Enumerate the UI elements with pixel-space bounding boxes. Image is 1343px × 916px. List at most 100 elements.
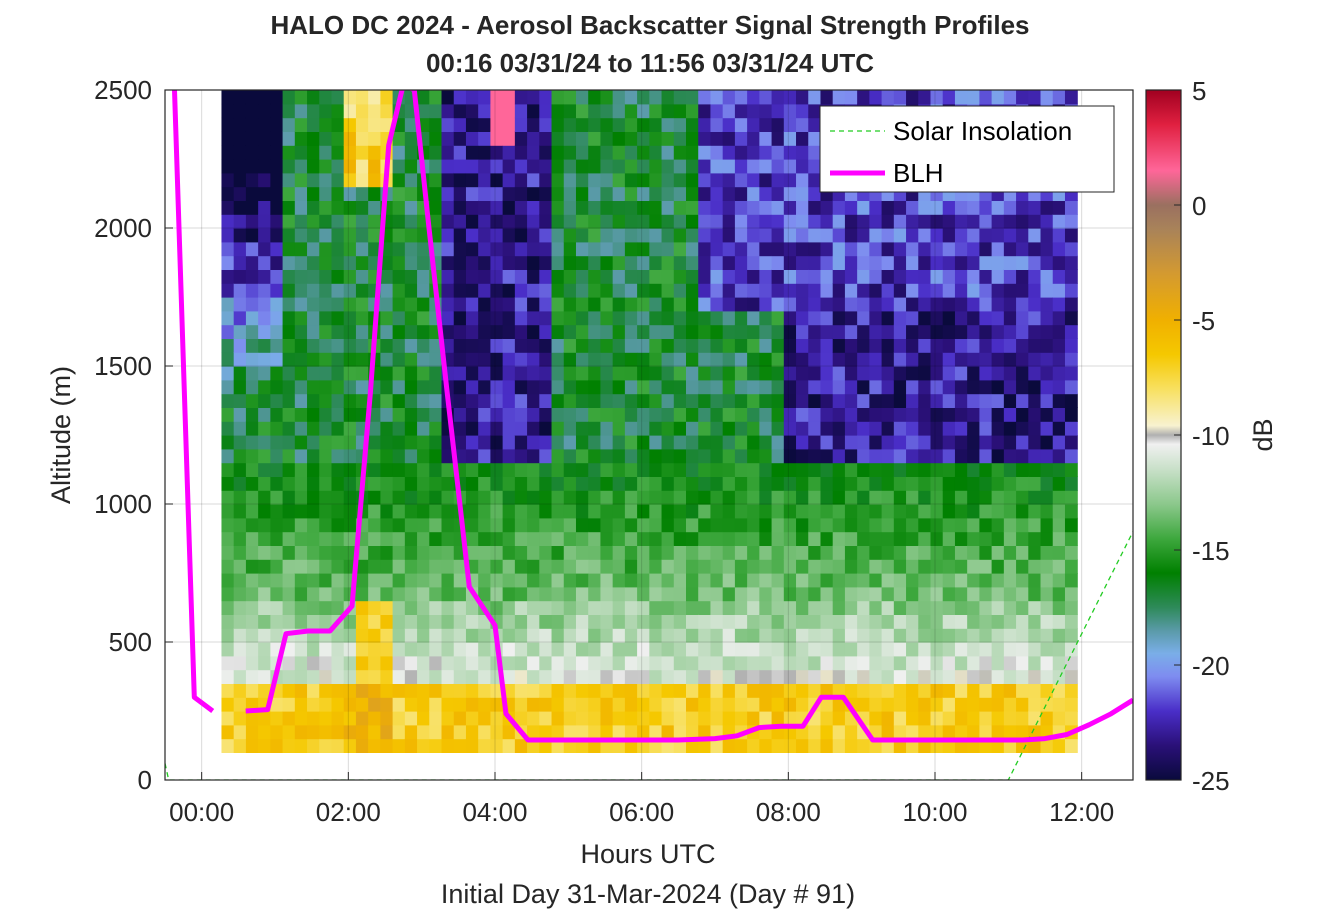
heatmap-cell — [783, 490, 797, 505]
heatmap-cell — [759, 310, 773, 326]
heatmap-cell — [588, 724, 602, 740]
heatmap-cell — [722, 228, 736, 243]
heatmap-cell — [930, 310, 944, 326]
heatmap-cell — [942, 476, 956, 491]
heatmap-cell — [539, 476, 553, 491]
heatmap-cell — [355, 655, 369, 671]
heatmap-cell — [930, 545, 944, 560]
heatmap-cell — [514, 531, 528, 546]
heatmap-cell — [893, 642, 907, 657]
heatmap-cell — [441, 614, 455, 629]
heatmap-cell — [771, 214, 785, 229]
heatmap-cell — [624, 214, 638, 229]
heatmap-cell — [343, 628, 357, 643]
heatmap-cell — [404, 655, 418, 671]
heatmap-cell — [906, 476, 919, 491]
heatmap-cell — [783, 117, 797, 132]
heatmap-cell — [527, 324, 540, 339]
heatmap-cell — [294, 103, 308, 119]
heatmap-cell — [649, 490, 663, 505]
heatmap-cell — [514, 628, 528, 643]
heatmap-cell — [844, 310, 858, 326]
heatmap-cell — [404, 228, 418, 243]
heatmap-cell — [258, 559, 271, 574]
heatmap-cell — [600, 711, 614, 726]
heatmap-cell — [563, 379, 577, 395]
heatmap-cell — [294, 697, 308, 712]
heatmap-cell — [502, 490, 516, 505]
heatmap-cell — [612, 517, 626, 533]
heatmap-cell — [759, 145, 773, 160]
heatmap-cell — [710, 214, 724, 229]
heatmap-cell — [796, 683, 809, 698]
heatmap-cell — [710, 586, 724, 602]
heatmap-cell — [673, 683, 687, 698]
heatmap-cell — [844, 421, 858, 436]
heatmap-cell — [612, 642, 626, 657]
heatmap-cell — [307, 297, 320, 312]
heatmap-cell — [417, 310, 430, 326]
heatmap-cell — [771, 393, 785, 408]
heatmap-cell — [1016, 200, 1029, 215]
heatmap-cell — [722, 462, 736, 477]
heatmap-cell — [1064, 573, 1078, 588]
heatmap-cell — [796, 573, 809, 588]
heatmap-cell — [832, 255, 846, 270]
heatmap-cell — [771, 600, 785, 615]
heatmap-cell — [954, 531, 968, 546]
heatmap-cell — [808, 310, 822, 326]
heatmap-cell — [575, 573, 589, 588]
heatmap-cell — [954, 655, 968, 671]
heatmap-cell — [539, 352, 553, 367]
heatmap-cell — [893, 669, 907, 684]
y-tick-label: 500 — [109, 627, 152, 657]
heatmap-cell — [319, 117, 333, 132]
heatmap-cell — [502, 297, 516, 312]
heatmap-cell — [1003, 711, 1017, 726]
heatmap-cell — [783, 545, 797, 560]
heatmap-cell — [686, 655, 699, 671]
heatmap-cell — [245, 407, 259, 422]
heatmap-cell — [612, 393, 626, 408]
heatmap-cell — [368, 159, 381, 174]
heatmap-cell — [502, 186, 516, 201]
heatmap-cell — [796, 269, 809, 284]
heatmap-cell — [734, 655, 748, 671]
heatmap-cell — [967, 366, 980, 381]
heatmap-cell — [747, 476, 760, 491]
heatmap-cell — [588, 379, 602, 395]
heatmap-cell — [673, 559, 687, 574]
heatmap-cell — [991, 517, 1005, 533]
heatmap-cell — [258, 269, 271, 284]
heatmap-cell — [221, 131, 235, 146]
heatmap-cell — [918, 310, 932, 326]
heatmap-cell — [747, 462, 760, 477]
heatmap-cell — [686, 283, 699, 298]
heatmap-cell — [404, 711, 418, 726]
backscatter-heatmap — [221, 90, 1078, 753]
heatmap-cell — [575, 310, 589, 326]
heatmap-cell — [502, 159, 516, 174]
heatmap-cell — [857, 545, 870, 560]
heatmap-cell — [942, 297, 956, 312]
heatmap-cell — [991, 545, 1005, 560]
heatmap-cell — [881, 448, 895, 464]
heatmap-cell — [233, 366, 247, 381]
heatmap-cell — [551, 228, 565, 243]
heatmap-cell — [673, 200, 687, 215]
heatmap-cell — [1016, 393, 1029, 408]
heatmap-cell — [710, 448, 724, 464]
heatmap-cell — [832, 573, 846, 588]
heatmap-cell — [1028, 586, 1042, 602]
heatmap-cell — [942, 214, 956, 229]
heatmap-cell — [551, 476, 565, 491]
heatmap-cell — [551, 172, 565, 188]
heatmap-cell — [245, 573, 259, 588]
heatmap-cell — [759, 559, 773, 574]
heatmap-cell — [319, 366, 333, 381]
heatmap-cell — [270, 310, 284, 326]
heatmap-cell — [1040, 462, 1054, 477]
heatmap-cell — [1016, 462, 1029, 477]
heatmap-cell — [343, 421, 357, 436]
